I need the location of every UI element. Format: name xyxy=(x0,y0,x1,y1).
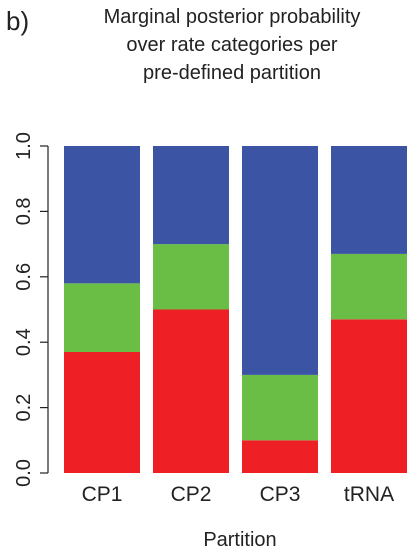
y-axis: 0.0 0.2 0.4 0.6 0.8 1.0 xyxy=(13,132,49,487)
bar-segment-cp1-2 xyxy=(64,146,140,284)
x-axis-label: Partition xyxy=(203,529,276,551)
panel-label: b) xyxy=(6,6,29,36)
bar-segment-trna-1 xyxy=(331,253,407,320)
bar-segment-trna-2 xyxy=(331,146,407,254)
bar-segment-cp2-2 xyxy=(153,146,229,245)
bar-segment-cp2-1 xyxy=(153,244,229,310)
bar-segment-cp3-1 xyxy=(242,374,318,441)
chart-title-line-2: over rate categories per xyxy=(126,34,338,56)
y-tick-label: 1.0 xyxy=(13,132,35,160)
chart-title-line-1: Marginal posterior probability xyxy=(104,6,361,28)
y-tick-label: 0.8 xyxy=(13,197,35,225)
bar-segment-cp3-2 xyxy=(242,146,318,375)
x-tick-label: CP1 xyxy=(82,483,123,506)
bar-segment-cp2-0 xyxy=(153,309,229,473)
x-tick-label: tRNA xyxy=(344,483,394,506)
bar-segment-cp1-0 xyxy=(64,352,140,473)
bars-group xyxy=(64,146,407,473)
x-axis-labels: CP1 CP2 CP3 tRNA xyxy=(82,483,395,506)
bar-segment-trna-0 xyxy=(331,319,407,473)
x-tick-label: CP3 xyxy=(260,483,301,506)
chart-title-line-3: pre-defined partition xyxy=(143,62,321,84)
y-tick-label: 0.2 xyxy=(13,394,35,422)
y-tick-label: 0.4 xyxy=(13,328,35,356)
x-tick-label: CP2 xyxy=(171,483,212,506)
bar-segment-cp3-0 xyxy=(242,440,318,473)
y-tick-label: 0.6 xyxy=(13,263,35,291)
y-tick-label: 0.0 xyxy=(13,459,35,487)
bar-segment-cp1-1 xyxy=(64,283,140,353)
